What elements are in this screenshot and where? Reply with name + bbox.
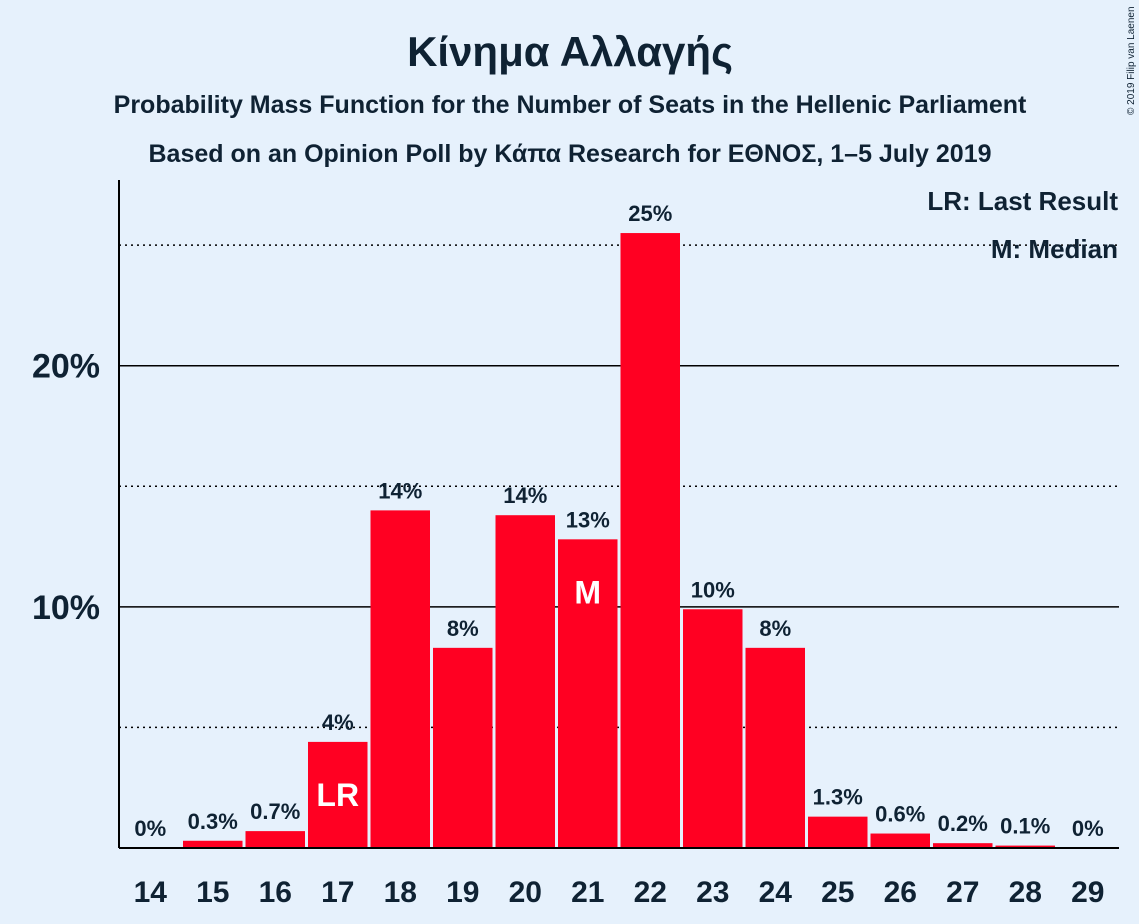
data-label-25: 1.3% [813, 785, 863, 810]
x-tick-20: 20 [509, 876, 542, 909]
x-tick-21: 21 [571, 876, 604, 909]
bar-27 [933, 843, 993, 848]
bar-20 [495, 515, 555, 848]
data-label-28: 0.1% [1000, 814, 1050, 839]
data-label-26: 0.6% [875, 802, 925, 827]
chart-subtitle-2: Based on an Opinion Poll by Κάπα Researc… [148, 140, 991, 168]
data-label-21: 13% [566, 507, 610, 532]
y-tick-10%: 10% [32, 589, 100, 627]
data-label-27: 0.2% [938, 811, 988, 836]
data-label-22: 25% [628, 201, 672, 226]
chart-title: Κίνημα Αλλαγής [407, 28, 733, 75]
grid [119, 244, 1119, 729]
x-tick-25: 25 [821, 876, 854, 909]
legend-median: M: Median [991, 234, 1118, 264]
bar-28 [995, 845, 1055, 848]
x-tick-27: 27 [946, 876, 979, 909]
data-label-24: 8% [759, 616, 791, 641]
copyright-text: © 2019 Filip van Laenen [1126, 6, 1137, 115]
bar-17 [308, 741, 368, 848]
bar-25 [808, 816, 868, 848]
x-tick-18: 18 [384, 876, 417, 909]
data-label-16: 0.7% [250, 799, 300, 824]
x-tick-28: 28 [1009, 876, 1042, 909]
x-tick-15: 15 [196, 876, 229, 909]
x-tick-14: 14 [134, 876, 168, 909]
bar-16 [245, 831, 305, 848]
legend: LR: Last Result M: Median [927, 186, 1118, 264]
bar-15 [183, 840, 243, 848]
x-tick-26: 26 [884, 876, 917, 909]
data-label-23: 10% [691, 577, 735, 602]
bar-22 [620, 233, 680, 849]
x-tick-24: 24 [759, 876, 793, 909]
axes: 10% 20% [32, 180, 1119, 849]
x-tick-29: 29 [1071, 876, 1104, 909]
median-marker: M [574, 574, 601, 610]
chart-subtitle: Probability Mass Function for the Number… [114, 91, 1027, 119]
data-label-17: 4% [322, 710, 354, 735]
legend-last-result: LR: Last Result [927, 186, 1118, 216]
y-tick-20%: 20% [32, 348, 100, 386]
bar-21 [558, 539, 618, 848]
x-tick-19: 19 [446, 876, 479, 909]
bar-24 [745, 647, 805, 848]
bar-26 [870, 833, 930, 848]
data-labels: 0% 14 0.3% 15 0.7% 16 4% 17 14% 18 8% 19 14% 20 13% 21 2… [134, 201, 1105, 909]
x-tick-23: 23 [696, 876, 729, 909]
data-label-15: 0.3% [188, 809, 238, 834]
x-tick-16: 16 [259, 876, 292, 909]
bar-19 [433, 647, 493, 848]
last-result-marker: LR [316, 777, 359, 813]
x-tick-17: 17 [321, 876, 354, 909]
data-label-18: 14% [378, 478, 422, 503]
data-label-29: 0% [1072, 816, 1104, 841]
bars [183, 233, 1055, 849]
data-label-19: 8% [447, 616, 479, 641]
x-tick-22: 22 [634, 876, 667, 909]
data-label-14: 0% [134, 816, 166, 841]
bar-23 [683, 609, 743, 848]
bar-18 [370, 510, 430, 848]
data-label-20: 14% [503, 483, 547, 508]
